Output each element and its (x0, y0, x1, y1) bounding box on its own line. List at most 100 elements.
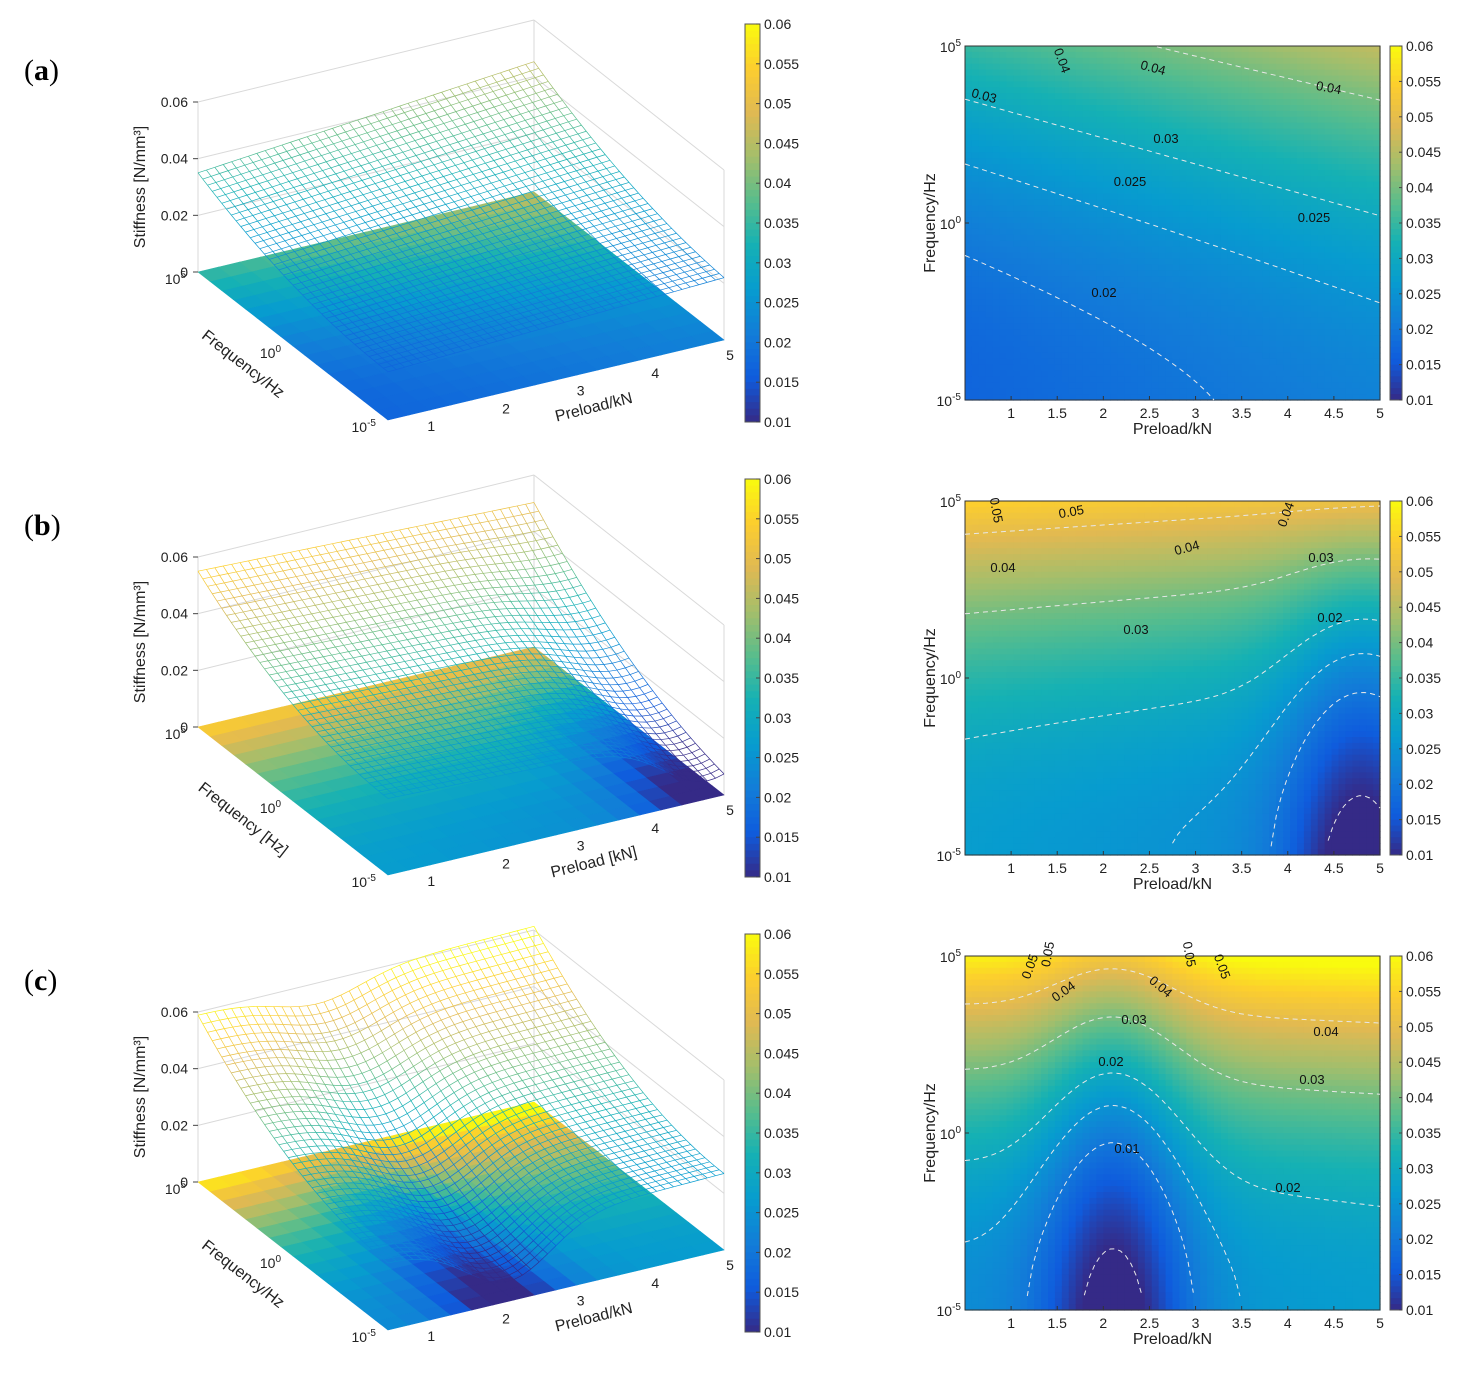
mesh-line (431, 117, 439, 120)
mesh-line (475, 78, 483, 81)
mesh-line (281, 181, 289, 184)
mesh-line (578, 182, 586, 185)
mesh-line (338, 200, 346, 203)
mesh-line (331, 165, 339, 168)
mesh-line (253, 160, 261, 163)
mesh-line (480, 85, 488, 88)
mesh-line (439, 114, 447, 117)
mesh-line (453, 185, 461, 188)
mesh-line (492, 194, 500, 197)
mesh-line (529, 109, 537, 112)
mesh-line (562, 200, 570, 203)
mesh-line (435, 176, 443, 179)
mesh-line (313, 156, 321, 159)
mesh-line (624, 221, 632, 224)
mesh-line (654, 219, 662, 221)
mesh-line (582, 187, 590, 190)
mesh-line (556, 182, 564, 185)
mesh-line (228, 168, 236, 171)
mesh-line (311, 179, 319, 182)
mesh-line (469, 112, 477, 115)
mesh-line (312, 194, 320, 197)
mesh-line (249, 221, 257, 224)
mesh-line (250, 235, 258, 238)
mesh-line (217, 195, 225, 198)
mesh-line (433, 147, 441, 150)
mesh-line (397, 128, 405, 131)
mesh-line (633, 231, 641, 233)
mesh-line (346, 197, 354, 200)
mesh-line (421, 104, 429, 107)
mesh-line (563, 165, 571, 168)
mesh-line (485, 91, 493, 94)
mesh-line (344, 168, 352, 171)
mesh-line (592, 198, 600, 201)
mesh-line (535, 130, 543, 133)
mesh-line (456, 163, 464, 166)
mesh-line (293, 170, 301, 173)
mesh-line (549, 198, 557, 201)
mesh-line (543, 179, 551, 182)
mesh-line (212, 189, 220, 192)
mesh-line (394, 204, 402, 207)
mesh-line (683, 259, 691, 261)
mesh-line (305, 225, 313, 228)
mesh-line (236, 218, 244, 221)
mesh-line (472, 157, 480, 160)
mesh-line (670, 257, 678, 259)
mesh-line (416, 153, 424, 156)
mesh-line (339, 162, 347, 165)
mesh-line (651, 238, 659, 240)
mesh-line (275, 227, 283, 230)
mesh-line (654, 261, 662, 263)
mesh-line (353, 231, 361, 234)
mesh-line (530, 68, 538, 71)
mesh-line (637, 266, 645, 268)
mesh-line (622, 196, 630, 199)
mesh-line (254, 227, 262, 230)
mesh-line (257, 151, 265, 154)
mesh-line (591, 185, 599, 188)
mesh-line (295, 199, 303, 202)
mesh-line (459, 154, 467, 157)
mesh-line (541, 150, 549, 153)
mesh-line (468, 97, 476, 100)
mesh-line (353, 166, 361, 169)
mesh-line (400, 173, 408, 176)
mesh-line (361, 214, 369, 217)
mesh-line (478, 177, 486, 180)
mesh-line (525, 118, 533, 121)
mesh-line (580, 208, 588, 211)
mesh-line (271, 169, 279, 172)
mesh-line (430, 171, 438, 174)
mesh-line (408, 156, 416, 159)
mesh-line (248, 153, 256, 156)
mesh-line (600, 241, 608, 243)
mesh-line (616, 177, 624, 180)
mesh-line (602, 160, 610, 163)
mesh-line (649, 257, 657, 259)
mesh-line (593, 211, 601, 214)
mesh-line (522, 126, 530, 129)
mesh-line (426, 111, 434, 114)
mesh-line (506, 147, 514, 150)
mesh-line (395, 152, 403, 155)
mesh-line (612, 231, 620, 233)
mesh-line (467, 81, 475, 84)
mesh-line (531, 84, 539, 87)
mesh-line (416, 204, 424, 207)
mesh-line (523, 87, 531, 90)
mesh-line (297, 176, 305, 179)
mesh-line (587, 143, 595, 146)
mesh-line (377, 209, 385, 212)
mesh-line (330, 203, 338, 206)
mesh-line (335, 222, 343, 225)
mesh-line (279, 219, 287, 222)
mesh-line (437, 204, 445, 207)
mesh-line (574, 190, 582, 193)
mesh-line (571, 148, 579, 151)
mesh-line (288, 216, 296, 219)
mesh-line (375, 181, 383, 184)
mesh-line (483, 183, 491, 186)
mesh-line (222, 201, 230, 204)
